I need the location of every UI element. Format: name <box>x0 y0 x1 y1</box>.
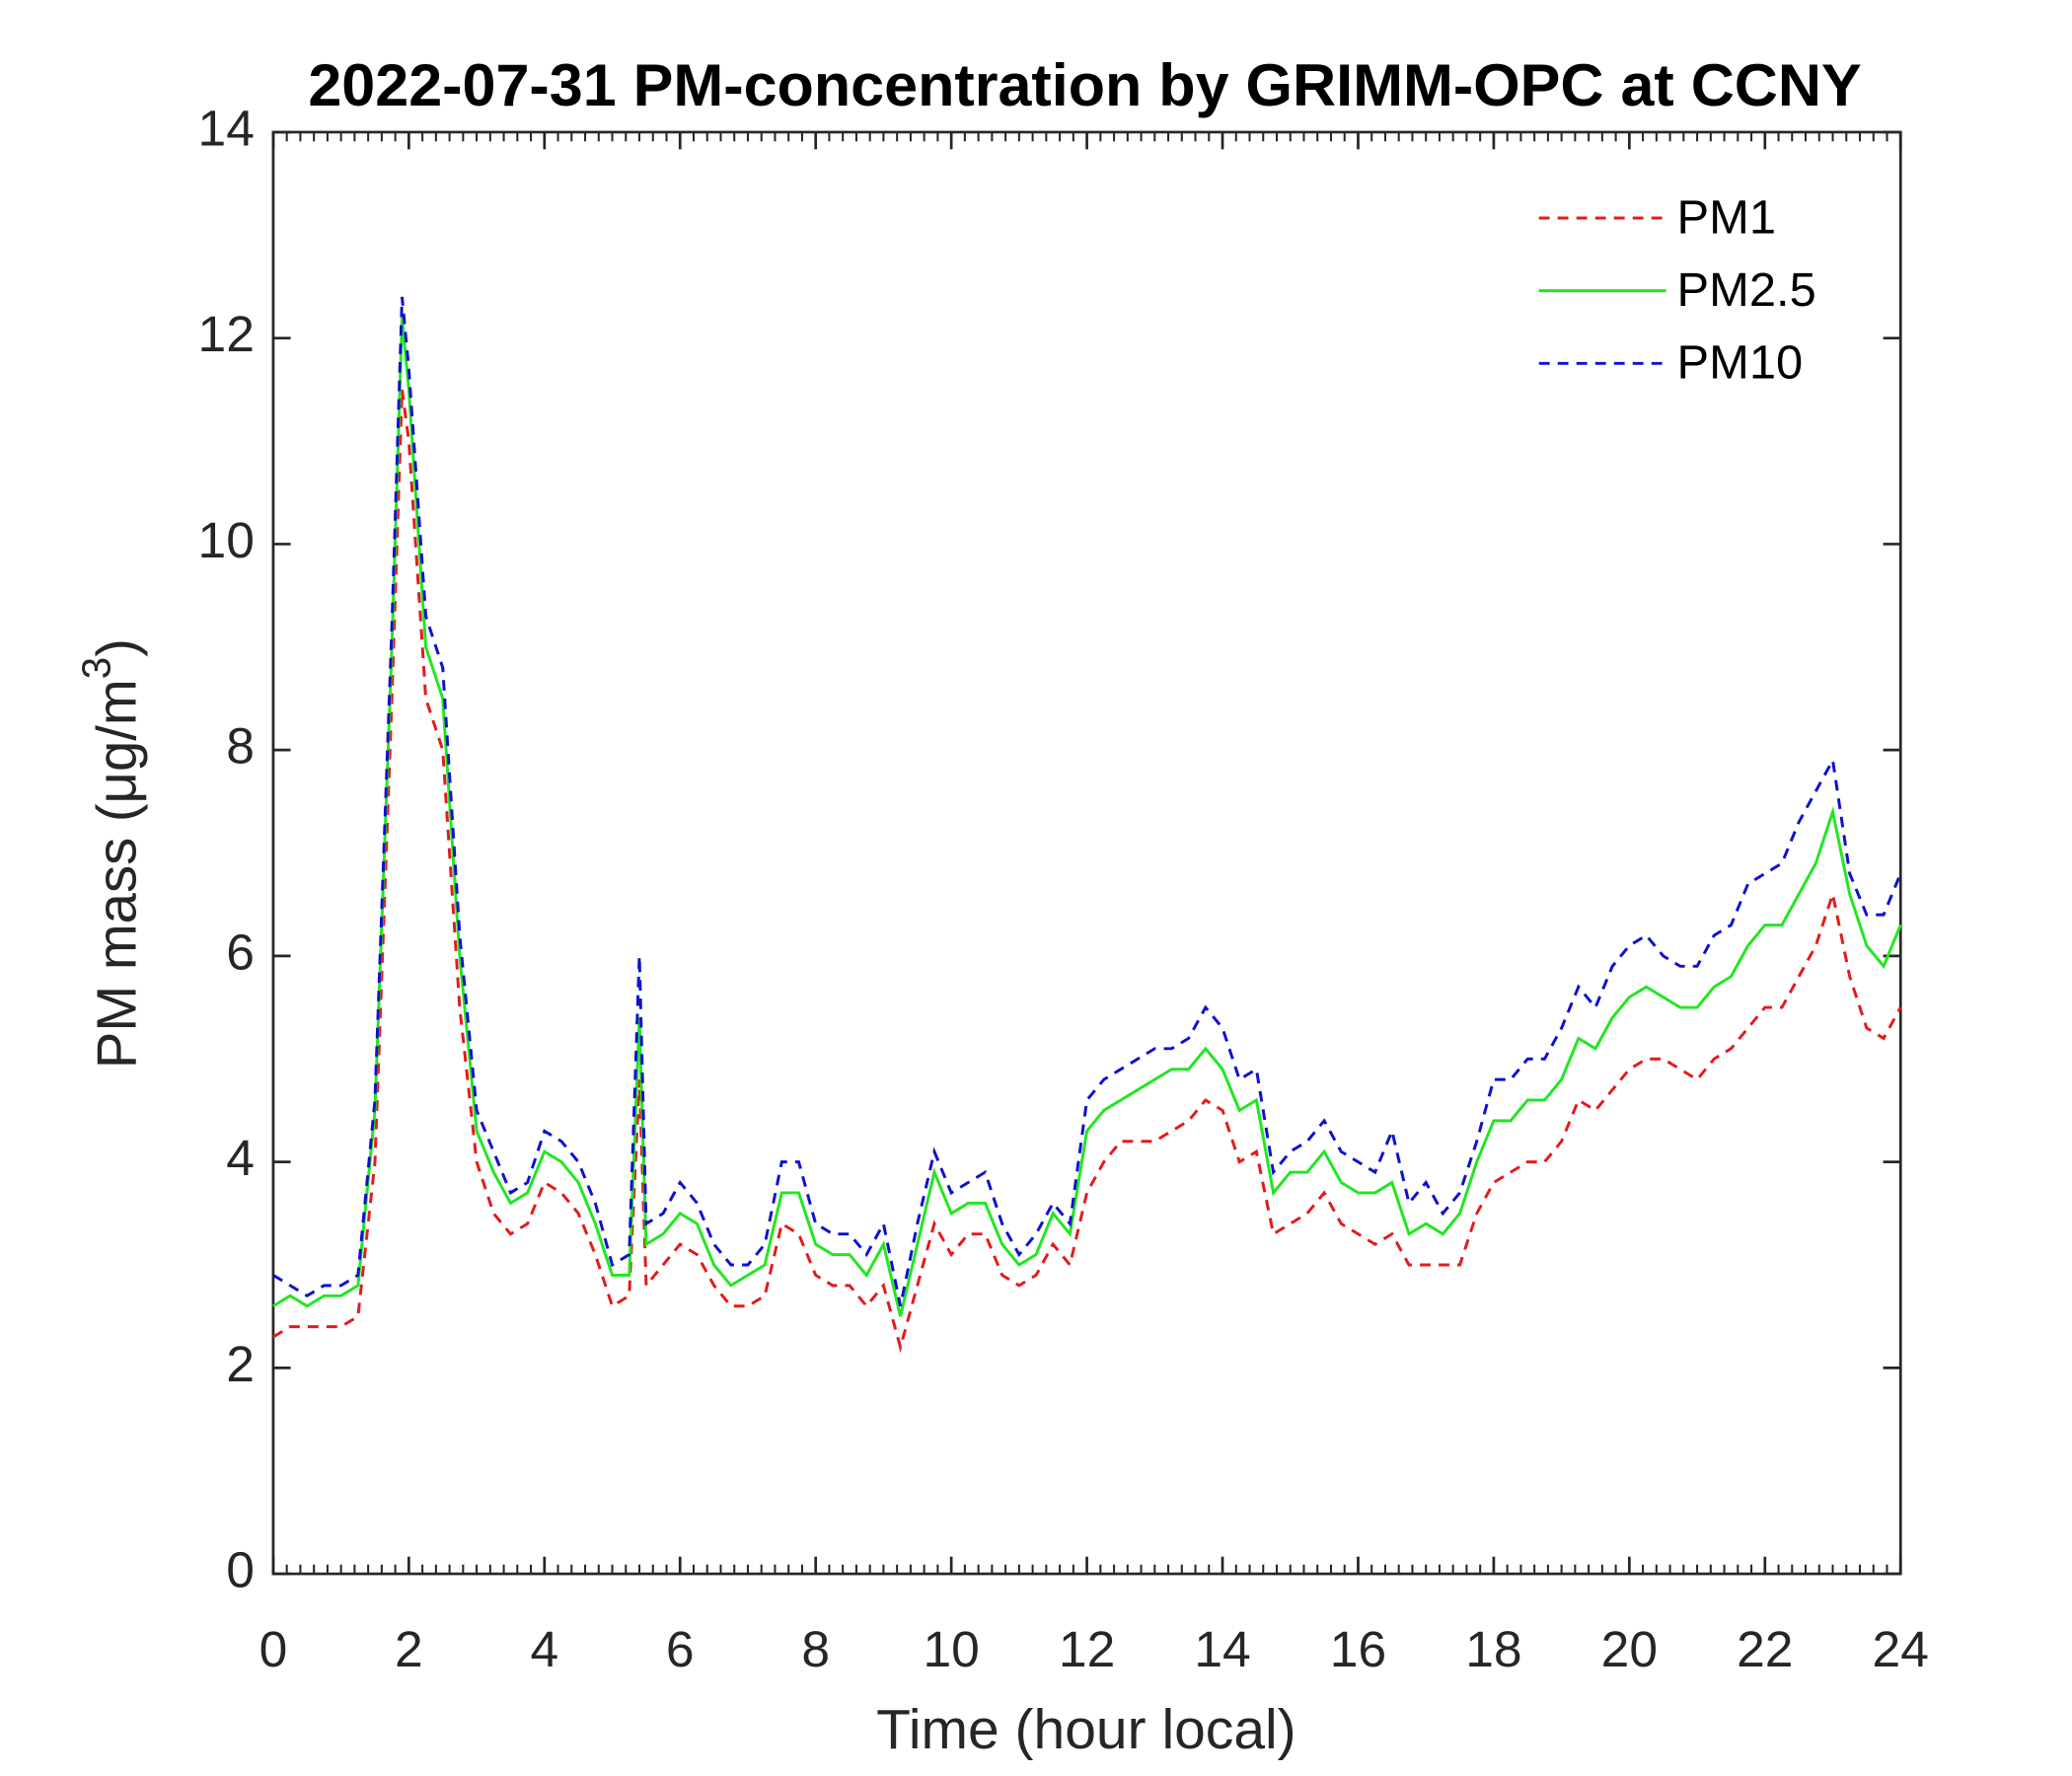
legend-label: PM1 <box>1677 191 1776 245</box>
x-axis-label: Time (hour local) <box>876 1699 1296 1761</box>
x-tick-label: 14 <box>1194 1621 1250 1677</box>
x-tick-label: 2 <box>395 1621 423 1677</box>
x-tick-label: 4 <box>530 1621 558 1677</box>
legend-label: PM10 <box>1677 336 1804 390</box>
chart-title: 2022-07-31 PM-concentration by GRIMM-OPC… <box>308 51 1861 118</box>
y-axis-label-sup: 3 <box>73 657 118 679</box>
x-tick-label: 18 <box>1465 1621 1521 1677</box>
series-line <box>272 389 1902 1354</box>
x-tick-label: 0 <box>259 1621 288 1677</box>
y-tick-label: 2 <box>226 1336 255 1392</box>
x-tick-label: 10 <box>923 1621 979 1677</box>
x-tick-label: 16 <box>1330 1621 1386 1677</box>
y-tick-label: 14 <box>198 101 255 157</box>
y-tick-label: 12 <box>198 306 255 362</box>
x-tick-label: 24 <box>1873 1621 1929 1677</box>
y-tick-label: 0 <box>226 1542 255 1598</box>
x-tick-label: 20 <box>1601 1621 1658 1677</box>
y-axis-label-text: PM mass (μg/m <box>86 679 148 1069</box>
x-tick-label: 6 <box>666 1621 695 1677</box>
y-axis-label-close: ) <box>86 638 148 657</box>
y-tick-label: 4 <box>226 1130 255 1186</box>
series-line <box>272 296 1902 1307</box>
legend-label: PM2.5 <box>1677 263 1816 317</box>
x-tick-label: 8 <box>801 1621 830 1677</box>
y-tick-label: 6 <box>226 925 255 981</box>
x-tick-label: 12 <box>1059 1621 1115 1677</box>
x-tick-label: 22 <box>1737 1621 1793 1677</box>
y-tick-label: 8 <box>226 718 255 775</box>
y-tick-label: 10 <box>198 512 255 568</box>
y-axis-label: PM mass (μg/m3) <box>73 638 148 1069</box>
series-line <box>272 317 1902 1317</box>
plot-frame <box>271 130 1902 1576</box>
